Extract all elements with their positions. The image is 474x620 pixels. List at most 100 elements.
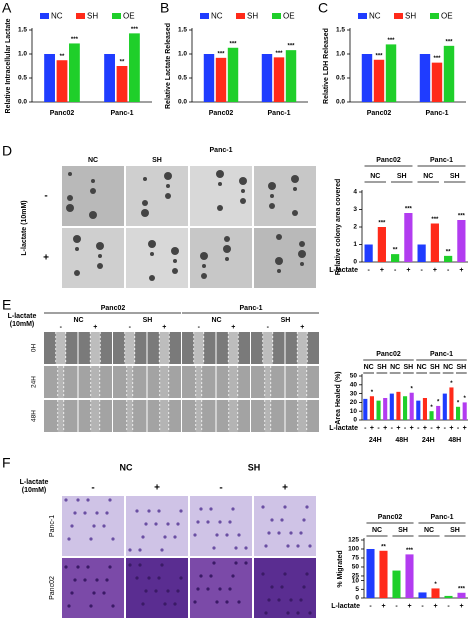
- cell: [270, 518, 274, 522]
- cell: [154, 522, 158, 526]
- header-label: NC: [364, 364, 374, 371]
- legend-swatch: [76, 13, 85, 19]
- cell: [206, 587, 210, 591]
- cell: [89, 537, 93, 541]
- cell: [302, 585, 306, 589]
- cell: [108, 565, 112, 569]
- cell: [108, 498, 112, 502]
- y-tick-label: 1.5: [178, 27, 187, 34]
- lactate-label: +: [433, 267, 437, 274]
- bar: [417, 244, 426, 262]
- cell: [67, 537, 71, 541]
- cell: [308, 544, 312, 548]
- y-tick-label: 0.5: [336, 75, 345, 82]
- side-label: (10mM): [10, 321, 35, 328]
- y-tick-label: 1.5: [18, 27, 27, 34]
- bar: [129, 33, 140, 102]
- micrograph: [190, 228, 252, 288]
- bar: [462, 402, 467, 420]
- lactate-label: +: [463, 425, 467, 432]
- cell: [128, 548, 132, 552]
- colony: [277, 269, 281, 273]
- cell: [76, 498, 80, 502]
- row-label: -: [44, 191, 47, 202]
- y-axis-label: Relative Lactate Released: [165, 23, 172, 109]
- lactate-label: -: [394, 267, 397, 274]
- column-label: SH: [143, 317, 153, 324]
- lactate-label: +: [407, 603, 411, 610]
- colony: [171, 247, 179, 255]
- significance: *: [457, 400, 460, 406]
- cell: [244, 561, 248, 565]
- cell: [283, 505, 287, 509]
- header-label: Panc02: [376, 157, 401, 164]
- bar: [429, 411, 434, 420]
- wound: [193, 332, 204, 364]
- colony: [73, 235, 81, 243]
- bar: [379, 550, 388, 598]
- lactate-label: -: [267, 324, 270, 331]
- header-label: Panc02: [378, 514, 403, 521]
- lactate-label: -: [447, 267, 450, 274]
- bar: [418, 592, 427, 598]
- cell: [92, 591, 96, 595]
- colony: [164, 172, 172, 180]
- x-tick-label: Panc02: [50, 110, 75, 117]
- cell: [89, 604, 93, 608]
- colony: [98, 254, 102, 258]
- lactate-label: -: [367, 267, 370, 274]
- cell: [225, 533, 229, 537]
- lactate-label: +: [282, 483, 288, 494]
- significance: ***: [131, 27, 139, 33]
- column-label: NC: [73, 317, 83, 324]
- significance: ***: [431, 217, 439, 223]
- bar: [369, 396, 374, 420]
- wound: [262, 332, 273, 364]
- bar: [261, 54, 273, 102]
- micrograph: [62, 228, 124, 288]
- colony: [74, 270, 80, 276]
- cell: [105, 511, 109, 515]
- cell: [215, 600, 219, 604]
- cell: [228, 520, 232, 524]
- lactate-label: -: [369, 603, 372, 610]
- significance: ***: [387, 38, 395, 44]
- cell: [296, 544, 300, 548]
- lactate-label: +: [436, 425, 440, 432]
- y-tick-label: 40: [350, 382, 358, 389]
- cell: [157, 509, 161, 513]
- header-label: NC: [372, 527, 382, 534]
- micrograph: [254, 166, 316, 226]
- cell: [244, 546, 248, 550]
- lactate-label: +: [396, 425, 400, 432]
- cell: [234, 561, 238, 565]
- colony: [270, 194, 274, 198]
- legend-swatch: [112, 13, 121, 19]
- header-label: SH: [457, 364, 467, 371]
- header-label: SH: [404, 364, 414, 371]
- colony: [291, 175, 299, 183]
- cell: [86, 498, 90, 502]
- bar: [285, 50, 297, 102]
- cell: [105, 578, 109, 582]
- colony: [217, 205, 223, 211]
- cell: [83, 578, 87, 582]
- cell: [299, 531, 303, 535]
- bar: [389, 393, 394, 420]
- cell: [128, 563, 132, 567]
- y-tick-label: 50: [350, 373, 358, 380]
- header-label: SH: [398, 527, 408, 534]
- lactate-label: -: [129, 324, 132, 331]
- lactate-label: +: [433, 603, 437, 610]
- significance: ***: [71, 37, 79, 43]
- significance: ***: [458, 586, 466, 592]
- cell: [163, 602, 167, 606]
- cell: [64, 498, 68, 502]
- bar: [376, 400, 381, 420]
- header-label: SH: [450, 527, 460, 534]
- cell: [206, 520, 210, 524]
- cell: [196, 520, 200, 524]
- y-tick-label: 0: [353, 417, 357, 424]
- colony: [90, 188, 96, 194]
- row-label: 24H: [31, 376, 38, 388]
